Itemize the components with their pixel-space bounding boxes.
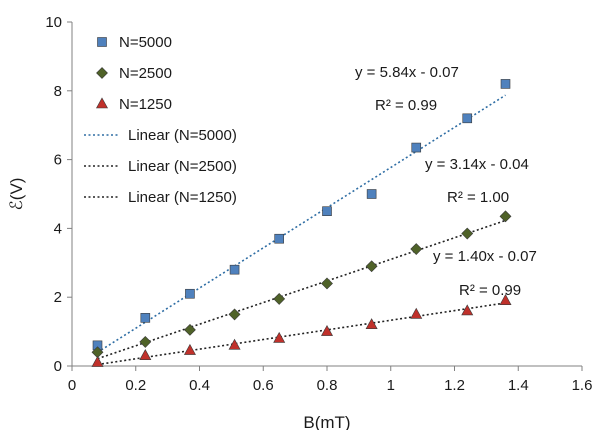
data-point-n-1250	[228, 338, 241, 350]
data-point-n-5000	[274, 233, 284, 244]
data-point-n-1250	[320, 324, 334, 336]
y-tick-label: 2	[54, 289, 62, 306]
x-tick-label: 0.8	[317, 377, 338, 394]
data-point-n-1250	[499, 294, 512, 305]
data-point-n-2500	[499, 210, 512, 223]
legend-label: N=1250	[119, 96, 172, 113]
legend-label: N=5000	[119, 34, 172, 51]
data-point-n-2500	[321, 277, 333, 290]
legend-marker	[97, 37, 107, 47]
x-tick-label: 1.6	[572, 377, 593, 394]
data-point-n-1250	[91, 355, 104, 367]
x-tick-label: 0.6	[253, 377, 274, 394]
data-point-n-2500	[410, 243, 423, 255]
data-point-n-5000	[185, 288, 195, 299]
data-point-n-5000	[411, 142, 422, 153]
trendline-annotations: y = 5.84x - 0.07 R² = 0.99 y = 3.14x - 0.0…	[355, 64, 537, 299]
data-point-n-5000	[366, 189, 377, 199]
trendline-linear-n-2500	[97, 219, 506, 360]
data-point-n-1250	[273, 331, 286, 343]
data-point-n-2500	[139, 335, 152, 348]
legend-label: N=2500	[119, 65, 172, 82]
trendline-linear-n-5000	[97, 94, 506, 354]
x-axis-title: B(mT)	[303, 413, 350, 430]
trendline-r-squared: R² = 1.00	[447, 189, 509, 206]
data-point-n-5000	[322, 206, 332, 216]
trendline-equation: y = 5.84x - 0.07	[355, 64, 459, 81]
data-point-n-1250	[410, 307, 423, 319]
legend-marker	[95, 97, 109, 109]
legend-label: Linear (N=2500)	[128, 158, 237, 175]
y-tick-label: 10	[45, 14, 62, 31]
x-tick-label: 1.4	[508, 377, 529, 394]
data-point-n-1250	[365, 318, 378, 330]
x-tick-label: 0.2	[125, 377, 146, 394]
trendline-r-squared: R² = 0.99	[375, 97, 437, 114]
data-point-n-1250	[461, 304, 474, 316]
trendline-equation: y = 1.40x - 0.07	[433, 248, 537, 265]
trendline-equation: y = 3.14x - 0.04	[425, 156, 529, 173]
data-markers	[91, 79, 512, 367]
legend: N=5000 N=2500 N=1250 Linear (N=5000) Linear …	[84, 34, 237, 206]
data-point-n-2500	[461, 227, 474, 240]
y-axis-title: ℰ(V)	[7, 178, 26, 211]
data-point-n-5000	[229, 264, 240, 275]
data-point-n-2500	[365, 260, 378, 273]
trendline-linear-n-1250	[97, 302, 506, 366]
x-tick-label: 0.4	[189, 377, 210, 394]
data-point-n-1250	[139, 349, 152, 360]
trendline-r-squared: R² = 0.99	[459, 282, 521, 299]
data-point-n-2500	[273, 292, 286, 305]
data-point-n-5000	[462, 113, 473, 124]
data-point-n-5000	[140, 313, 151, 323]
trendlines	[97, 94, 506, 366]
legend-marker	[96, 67, 108, 79]
y-tick-label: 0	[54, 358, 62, 375]
x-tick-label: 1	[387, 377, 395, 394]
legend-label: Linear (N=1250)	[128, 189, 237, 206]
chart-axes: 0 0.2 0.4 0.6 0.8 1 1.2 1.4 1.6 0 2 4 6 8 10	[45, 14, 592, 394]
data-point-n-2500	[184, 323, 196, 336]
y-tick-label: 6	[54, 152, 62, 169]
data-point-n-2500	[228, 308, 241, 321]
y-tick-label: 4	[54, 220, 62, 237]
x-tick-label: 1.2	[444, 377, 465, 394]
legend-label: Linear (N=5000)	[128, 127, 237, 144]
x-tick-label: 0	[68, 377, 76, 394]
data-point-n-1250	[183, 343, 196, 355]
data-point-n-5000	[500, 79, 511, 89]
y-tick-label: 8	[54, 83, 62, 100]
